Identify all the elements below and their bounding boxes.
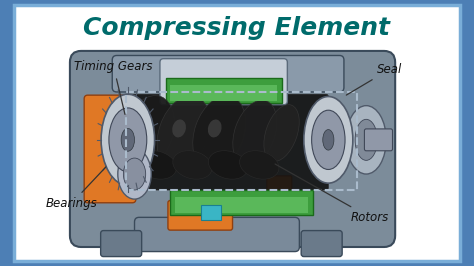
Ellipse shape bbox=[121, 128, 135, 151]
Ellipse shape bbox=[121, 95, 174, 171]
Ellipse shape bbox=[137, 119, 150, 138]
FancyBboxPatch shape bbox=[84, 95, 136, 203]
Ellipse shape bbox=[157, 95, 210, 171]
FancyBboxPatch shape bbox=[301, 231, 342, 257]
FancyBboxPatch shape bbox=[166, 78, 282, 103]
Ellipse shape bbox=[304, 97, 353, 183]
Ellipse shape bbox=[323, 130, 334, 150]
Ellipse shape bbox=[109, 108, 147, 172]
Text: Seal: Seal bbox=[346, 63, 402, 95]
Ellipse shape bbox=[233, 100, 277, 166]
Text: Rotors: Rotors bbox=[275, 164, 389, 224]
Ellipse shape bbox=[311, 110, 345, 169]
Ellipse shape bbox=[101, 94, 155, 185]
FancyBboxPatch shape bbox=[174, 197, 308, 213]
FancyBboxPatch shape bbox=[170, 85, 277, 101]
Text: Timing Gears: Timing Gears bbox=[74, 60, 153, 114]
FancyBboxPatch shape bbox=[160, 59, 287, 105]
FancyBboxPatch shape bbox=[267, 176, 292, 191]
Ellipse shape bbox=[346, 106, 386, 174]
Text: Compressing Element: Compressing Element bbox=[83, 16, 391, 40]
Ellipse shape bbox=[123, 158, 146, 190]
FancyBboxPatch shape bbox=[14, 5, 460, 261]
Ellipse shape bbox=[264, 105, 299, 161]
Ellipse shape bbox=[239, 151, 279, 179]
Ellipse shape bbox=[173, 151, 212, 179]
Ellipse shape bbox=[137, 151, 176, 179]
Text: Bearings: Bearings bbox=[46, 167, 106, 210]
FancyBboxPatch shape bbox=[112, 56, 344, 92]
Ellipse shape bbox=[193, 95, 246, 171]
FancyBboxPatch shape bbox=[135, 217, 300, 252]
FancyBboxPatch shape bbox=[70, 51, 395, 247]
FancyBboxPatch shape bbox=[170, 190, 313, 215]
FancyBboxPatch shape bbox=[168, 201, 233, 230]
Ellipse shape bbox=[208, 119, 221, 138]
Ellipse shape bbox=[118, 149, 151, 199]
FancyBboxPatch shape bbox=[123, 94, 328, 190]
Ellipse shape bbox=[172, 119, 186, 138]
Ellipse shape bbox=[355, 119, 377, 160]
Ellipse shape bbox=[209, 151, 248, 179]
FancyBboxPatch shape bbox=[201, 205, 221, 220]
FancyBboxPatch shape bbox=[100, 231, 142, 257]
FancyBboxPatch shape bbox=[365, 129, 392, 151]
